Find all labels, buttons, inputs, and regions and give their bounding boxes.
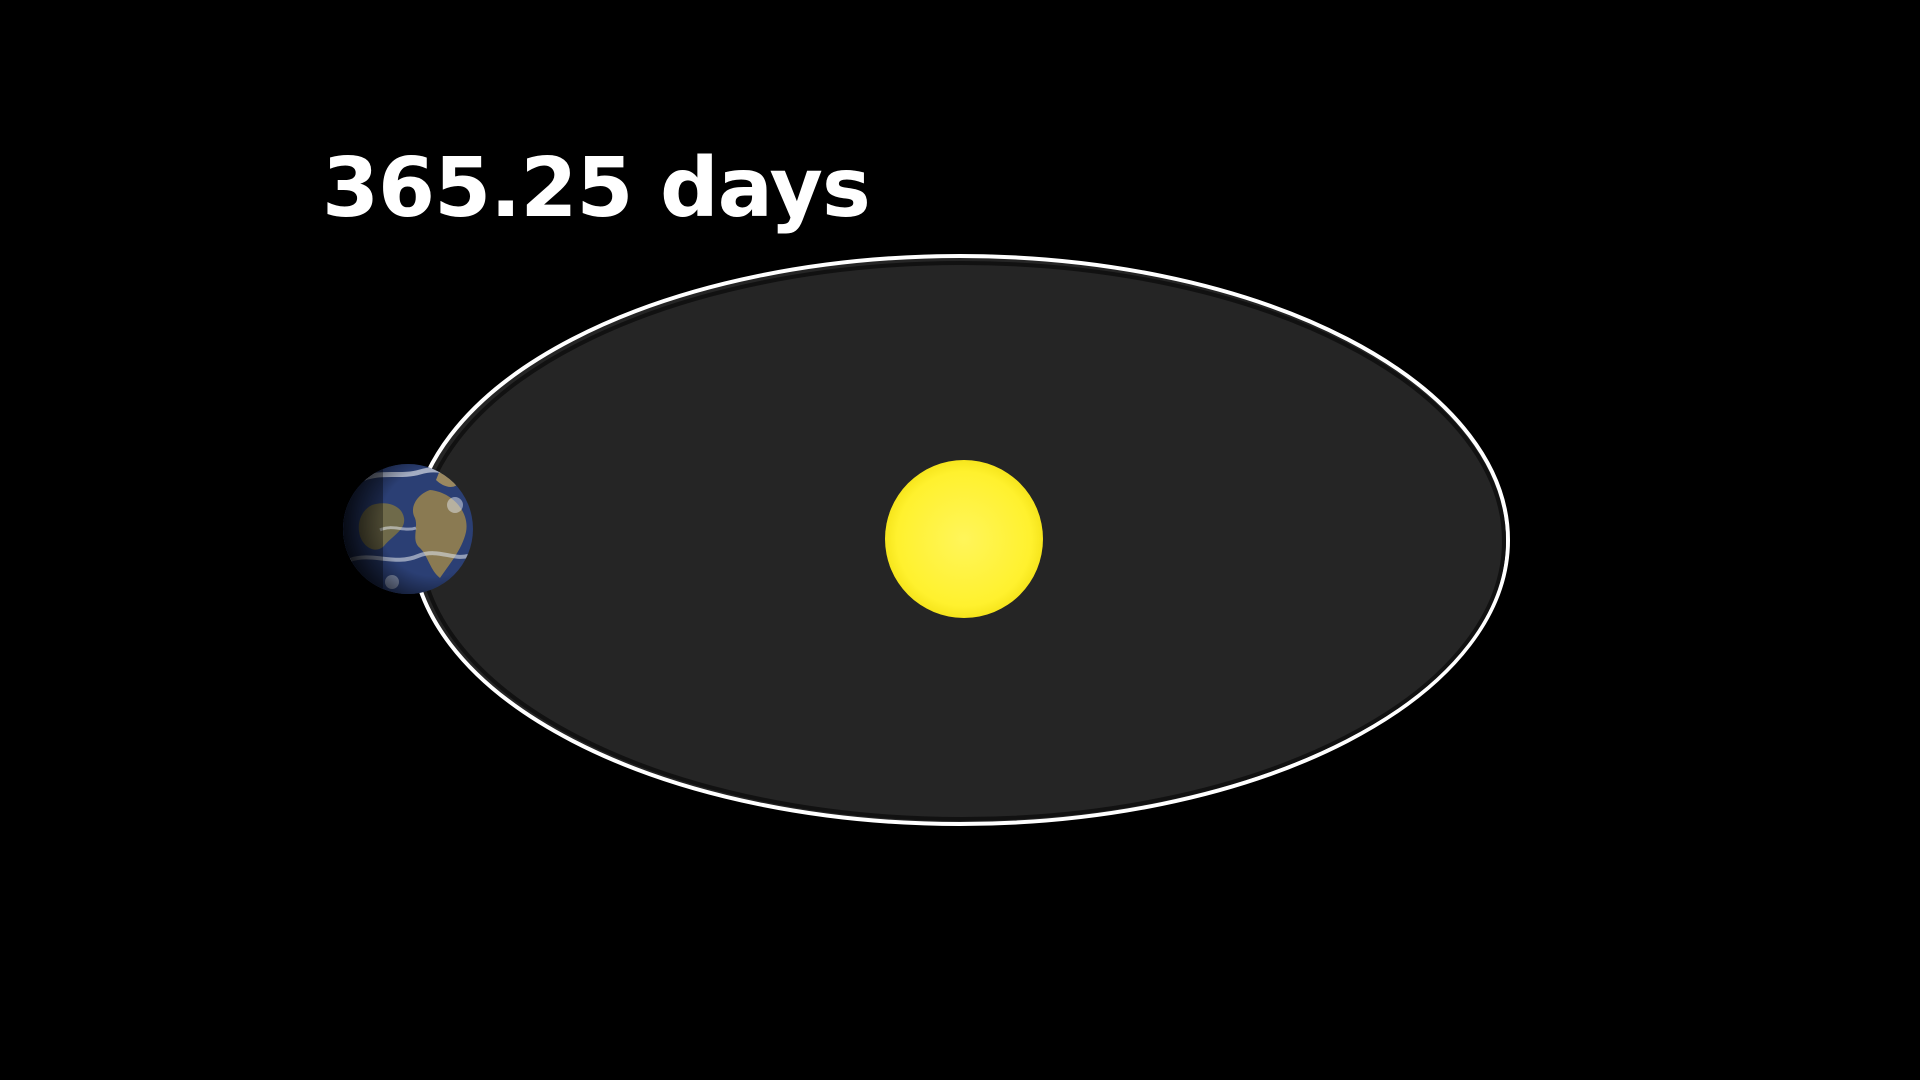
- sun-icon: [885, 460, 1043, 618]
- orbital-period-label: 365.25 days: [322, 141, 871, 236]
- earth-icon: [343, 464, 473, 594]
